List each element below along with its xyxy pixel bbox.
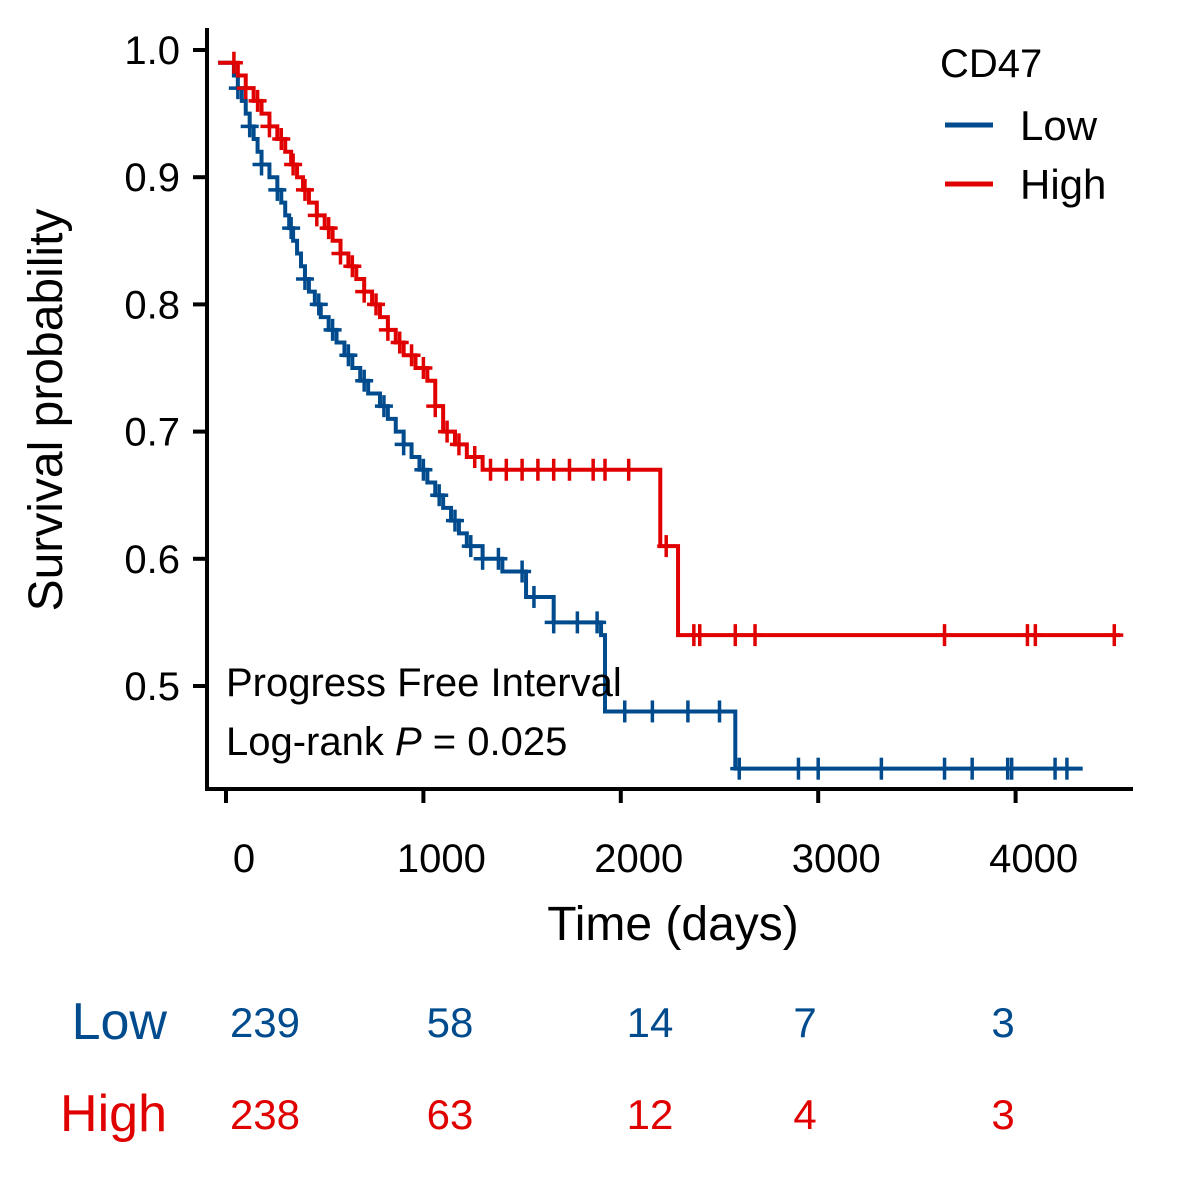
legend: CD47 Low High	[940, 42, 1106, 208]
risk-table: Low 239 58 14 7 3 High 238 63 12 4 3	[60, 993, 1015, 1143]
annotation-endpoint: Progress Free Interval	[226, 661, 622, 705]
y-axis-title: Survival probability	[20, 209, 73, 612]
risk-count-low: 14	[627, 999, 674, 1046]
x-tick-label: 4000	[989, 837, 1078, 881]
annotation: Progress Free Interval Log-rank P = 0.02…	[226, 661, 622, 764]
y-tick-label: 0.6	[124, 538, 180, 582]
risk-count-high: 4	[793, 1091, 816, 1138]
risk-count-high: 3	[991, 1091, 1014, 1138]
x-tick-label: 0	[233, 837, 255, 881]
y-tick-label: 1.0	[124, 29, 180, 73]
pvalue-p: P	[395, 720, 422, 764]
risk-count-high: 238	[230, 1091, 300, 1138]
curve-high	[218, 60, 1121, 638]
pvalue-value: = 0.025	[422, 720, 568, 764]
y-tick-label: 0.8	[124, 283, 180, 327]
x-tick-label: 2000	[594, 837, 683, 881]
x-tick-label: 1000	[397, 837, 486, 881]
risk-count-low: 58	[427, 999, 474, 1046]
annotation-pvalue: Log-rank P = 0.025	[226, 720, 567, 764]
pvalue-prefix: Log-rank	[226, 720, 395, 764]
y-tick-label: 0.7	[124, 411, 180, 455]
y-tick-label: 0.5	[124, 665, 180, 709]
risk-count-high: 63	[427, 1091, 474, 1138]
legend-label-high: High	[1020, 161, 1106, 208]
risk-row-label-low: Low	[72, 993, 168, 1051]
risk-count-low: 7	[793, 999, 816, 1046]
x-axis-title: Time (days)	[547, 898, 799, 951]
axes	[205, 28, 1133, 791]
x-ticks: 0 1000 2000 3000 4000	[224, 789, 1078, 881]
legend-title: CD47	[940, 42, 1042, 86]
series-layer	[218, 51, 1124, 780]
risk-count-low: 239	[230, 999, 300, 1046]
x-tick-label: 3000	[792, 837, 881, 881]
y-ticks: 0.5 0.6 0.7 0.8 0.9 1.0	[124, 29, 207, 709]
risk-row-label-high: High	[60, 1085, 167, 1143]
legend-label-low: Low	[1020, 102, 1098, 149]
risk-count-low: 3	[991, 999, 1014, 1046]
risk-count-high: 12	[627, 1091, 674, 1138]
y-tick-label: 0.9	[124, 156, 180, 200]
